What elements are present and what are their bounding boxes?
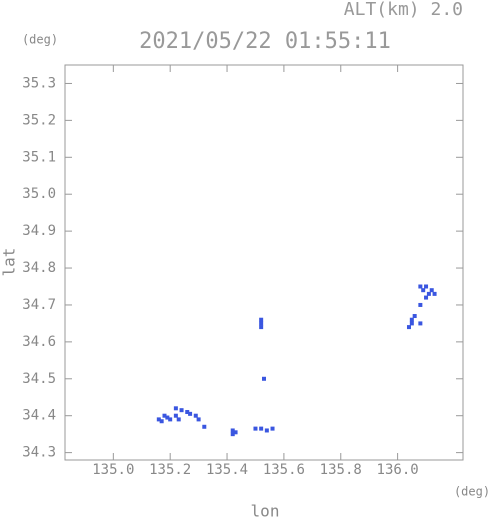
point [196, 417, 201, 422]
annotation: ALT(km) 2.0 [344, 0, 463, 20]
point [230, 428, 235, 433]
point [202, 424, 207, 429]
point [409, 321, 414, 326]
point [418, 321, 423, 326]
point [259, 317, 264, 322]
y-tick-label: 34.6 [22, 334, 56, 350]
x-tick-label: 135.6 [263, 462, 305, 478]
y-tick-label: 34.4 [22, 408, 56, 424]
point [418, 302, 423, 307]
point [173, 413, 178, 418]
point [259, 321, 264, 326]
x-tick-label: 135.0 [92, 462, 134, 478]
point [264, 428, 269, 433]
point [193, 413, 198, 418]
point [409, 317, 414, 322]
point [424, 295, 429, 300]
point [233, 430, 238, 435]
y-tick-label: 34.8 [22, 260, 56, 276]
point [406, 325, 411, 330]
point [432, 291, 437, 296]
y-tick-label: 34.5 [22, 371, 56, 387]
point [426, 291, 431, 296]
point [159, 419, 164, 424]
point [421, 288, 426, 293]
x-unit: (deg) [454, 485, 490, 499]
y-tick-label: 35.3 [22, 75, 56, 91]
x-tick-label: 135.2 [149, 462, 191, 478]
point [188, 411, 193, 416]
point [179, 408, 184, 413]
point [424, 284, 429, 289]
point [253, 426, 258, 431]
y-tick-label: 35.1 [22, 149, 56, 165]
x-axis-label: lon [251, 502, 280, 521]
y-tick-label: 35.0 [22, 186, 56, 202]
point [259, 325, 264, 330]
point [162, 413, 167, 418]
point [262, 376, 266, 381]
point [168, 417, 173, 422]
point [156, 417, 161, 422]
point [173, 406, 178, 411]
x-tick-label: 135.8 [320, 462, 362, 478]
y-tick-label: 34.7 [22, 297, 56, 313]
y-axis-label: lat [0, 248, 19, 277]
chart-title: 2021/05/22 01:55:11 [139, 29, 391, 54]
y-unit: (deg) [22, 33, 58, 47]
point [230, 432, 235, 437]
point [418, 284, 423, 289]
point [176, 417, 181, 422]
y-tick-label: 35.2 [22, 112, 56, 128]
y-tick-label: 34.9 [22, 223, 56, 239]
x-tick-label: 136.0 [377, 462, 419, 478]
plot-frame [64, 64, 464, 461]
point [165, 415, 170, 420]
y-tick-label: 34.3 [22, 445, 56, 461]
point [270, 426, 275, 431]
x-tick-label: 135.4 [206, 462, 248, 478]
point [429, 288, 434, 293]
point [185, 410, 190, 415]
point [412, 314, 417, 319]
point [259, 426, 264, 431]
